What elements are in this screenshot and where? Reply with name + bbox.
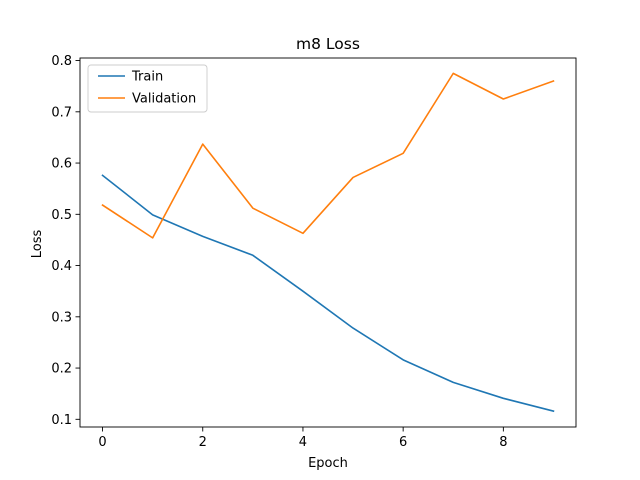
- y-tick-label: 0.7: [51, 105, 72, 120]
- y-axis-label: Loss: [30, 230, 45, 259]
- y-tick-label: 0.2: [51, 362, 72, 377]
- x-axis-label: Epoch: [308, 456, 348, 471]
- x-tick-label: 8: [499, 435, 507, 450]
- y-tick-label: 0.5: [51, 208, 72, 223]
- legend-label-train: Train: [131, 70, 163, 85]
- x-tick-label: 2: [199, 435, 207, 450]
- plot-area: 0 2 4 6 8 0.1 0.2 0.3 0.4 0.5 0.6 0.7 0.8: [51, 54, 577, 450]
- y-tick-label: 0.3: [51, 310, 72, 325]
- y-tick-label: 0.1: [51, 413, 72, 428]
- y-tick-label: 0.6: [51, 157, 72, 172]
- series-line-validation: [101, 72, 555, 239]
- axes-frame: [79, 57, 577, 428]
- y-tick-label: 0.8: [51, 54, 72, 69]
- series-line-train: [101, 174, 555, 413]
- x-tick-label: 0: [98, 435, 106, 450]
- y-tick-label: 0.4: [51, 259, 72, 274]
- chart-title: m8 Loss: [296, 35, 360, 53]
- legend-label-validation: Validation: [132, 92, 196, 107]
- legend: Train Validation: [87, 64, 208, 113]
- x-tick-label: 6: [399, 435, 407, 450]
- x-tick-label: 4: [299, 435, 307, 450]
